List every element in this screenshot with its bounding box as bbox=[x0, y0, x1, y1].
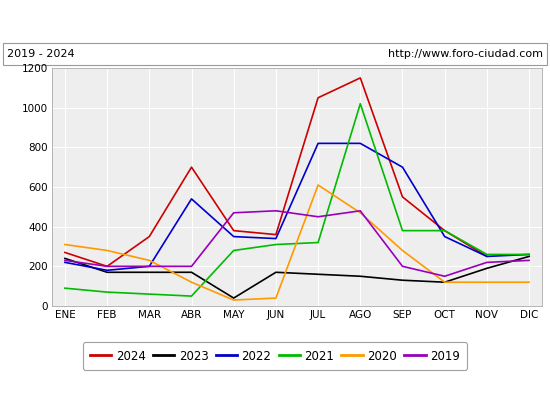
Text: Evolucion Nº Turistas Nacionales en el municipio de Trefacio: Evolucion Nº Turistas Nacionales en el m… bbox=[55, 14, 495, 28]
Legend: 2024, 2023, 2022, 2021, 2020, 2019: 2024, 2023, 2022, 2021, 2020, 2019 bbox=[83, 342, 467, 370]
Text: http://www.foro-ciudad.com: http://www.foro-ciudad.com bbox=[388, 49, 543, 59]
Text: 2019 - 2024: 2019 - 2024 bbox=[7, 49, 74, 59]
